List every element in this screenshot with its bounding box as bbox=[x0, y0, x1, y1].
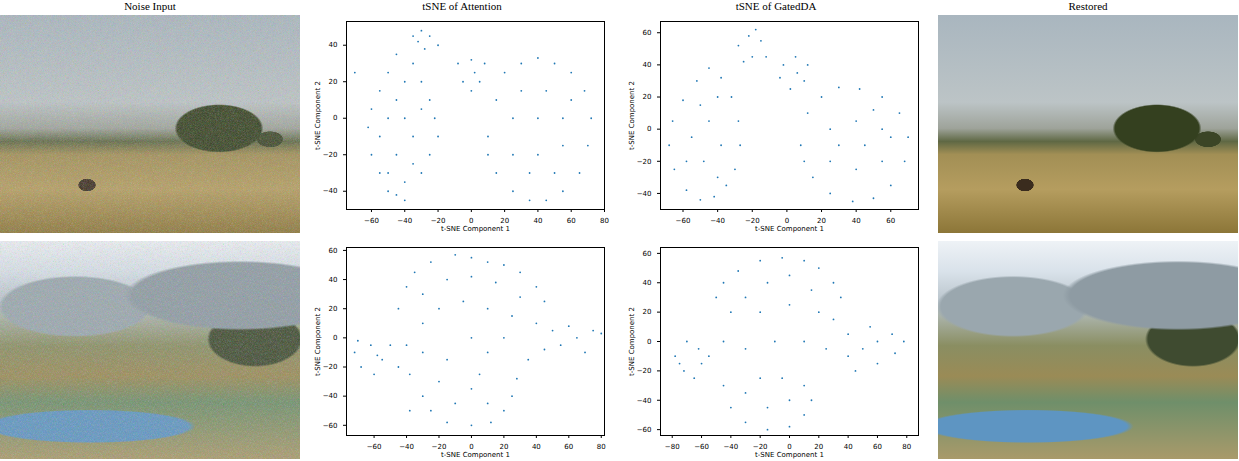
svg-text:−60: −60 bbox=[637, 426, 652, 434]
svg-text:t-SNE Component 2: t-SNE Component 2 bbox=[314, 307, 322, 376]
svg-text:−60: −60 bbox=[364, 217, 379, 225]
svg-text:t-SNE Component 1: t-SNE Component 1 bbox=[755, 451, 824, 459]
svg-text:−60: −60 bbox=[694, 443, 709, 451]
html-text:tSNE of GatedDA: tSNE of GatedDA bbox=[735, 0, 817, 12]
svg-text:−40: −40 bbox=[323, 187, 338, 195]
svg-text:0: 0 bbox=[647, 338, 651, 346]
svg-text:60: 60 bbox=[873, 443, 882, 451]
svg-text:0: 0 bbox=[333, 114, 337, 122]
svg-text:−60: −60 bbox=[367, 443, 382, 451]
svg-text:−40: −40 bbox=[397, 217, 412, 225]
svg-text:0: 0 bbox=[784, 217, 790, 226]
svg-text:t-SNE Component 2: t-SNE Component 2 bbox=[628, 81, 636, 150]
svg-text:0: 0 bbox=[787, 443, 792, 452]
svg-text:−20: −20 bbox=[323, 363, 338, 371]
svg-text:80: 80 bbox=[902, 443, 911, 451]
svg-text:20: 20 bbox=[643, 308, 652, 316]
svg-text:t-SNE Component 1: t-SNE Component 1 bbox=[441, 225, 510, 233]
svg-text:20: 20 bbox=[499, 443, 509, 452]
svg-text:20: 20 bbox=[329, 78, 338, 86]
svg-text:−20: −20 bbox=[637, 158, 652, 166]
svg-text:20: 20 bbox=[814, 443, 824, 452]
svg-text:t-SNE Component 1: t-SNE Component 1 bbox=[441, 451, 510, 459]
svg-text:60: 60 bbox=[564, 443, 573, 451]
svg-text:60: 60 bbox=[329, 247, 338, 255]
svg-text:t-SNE Component 1: t-SNE Component 1 bbox=[755, 225, 824, 233]
svg-text:−80: −80 bbox=[665, 443, 680, 451]
svg-text:−40: −40 bbox=[323, 392, 338, 400]
svg-text:40: 40 bbox=[643, 61, 652, 69]
svg-text:20: 20 bbox=[817, 217, 826, 226]
svg-text:−20: −20 bbox=[431, 443, 447, 452]
svg-text:20: 20 bbox=[500, 217, 510, 226]
svg-text:−40: −40 bbox=[723, 443, 738, 451]
svg-text:40: 40 bbox=[643, 279, 652, 287]
svg-text:40: 40 bbox=[852, 217, 861, 225]
svg-text:0: 0 bbox=[469, 217, 474, 226]
svg-text:t-SNE Component 2: t-SNE Component 2 bbox=[628, 307, 636, 376]
svg-text:40: 40 bbox=[329, 276, 338, 284]
svg-text:40: 40 bbox=[533, 217, 542, 225]
svg-text:−60: −60 bbox=[323, 422, 338, 430]
svg-text:0: 0 bbox=[647, 125, 651, 133]
svg-text:20: 20 bbox=[329, 305, 338, 313]
svg-text:0: 0 bbox=[469, 443, 474, 452]
svg-text:40: 40 bbox=[329, 41, 338, 49]
svg-text:20: 20 bbox=[643, 93, 652, 101]
svg-text:40: 40 bbox=[844, 443, 853, 451]
svg-text:60: 60 bbox=[886, 217, 895, 225]
svg-text:60: 60 bbox=[643, 29, 652, 37]
html-text:tSNE of Attention: tSNE of Attention bbox=[422, 0, 502, 12]
svg-text:−20: −20 bbox=[430, 217, 446, 226]
svg-text:−20: −20 bbox=[744, 217, 760, 226]
svg-text:−40: −40 bbox=[637, 190, 652, 198]
svg-text:−20: −20 bbox=[637, 367, 652, 375]
svg-text:−40: −40 bbox=[710, 217, 725, 225]
svg-text:40: 40 bbox=[532, 443, 541, 451]
svg-text:−40: −40 bbox=[637, 396, 652, 404]
svg-text:60: 60 bbox=[643, 250, 652, 258]
svg-text:80: 80 bbox=[597, 443, 606, 451]
svg-text:0: 0 bbox=[333, 334, 337, 342]
svg-text:t-SNE Component 2: t-SNE Component 2 bbox=[314, 81, 322, 150]
svg-text:−40: −40 bbox=[399, 443, 414, 451]
svg-text:60: 60 bbox=[567, 217, 576, 225]
svg-text:−60: −60 bbox=[676, 217, 691, 225]
svg-text:80: 80 bbox=[600, 217, 609, 225]
html-text:Noise Input: Noise Input bbox=[124, 0, 176, 12]
svg-text:−20: −20 bbox=[752, 443, 768, 452]
svg-text:−20: −20 bbox=[323, 151, 338, 159]
html-text:Restored: Restored bbox=[1068, 0, 1108, 12]
